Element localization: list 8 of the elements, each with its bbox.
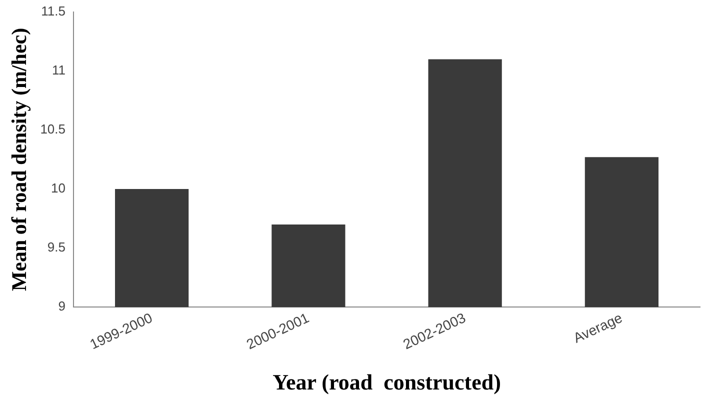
y-tick-label: 9.5 <box>47 240 66 255</box>
x-axis-title: Year (road constructed) <box>272 369 501 394</box>
y-tick-label: 9 <box>58 298 66 314</box>
y-tick-label: 11 <box>52 62 66 78</box>
y-axis-title: Mean of road density (m/hec) <box>7 28 32 292</box>
y-tick-label: 10.5 <box>40 122 66 137</box>
y-tick-label: 10 <box>51 180 66 196</box>
y-tick-label: 11.5 <box>41 4 66 19</box>
